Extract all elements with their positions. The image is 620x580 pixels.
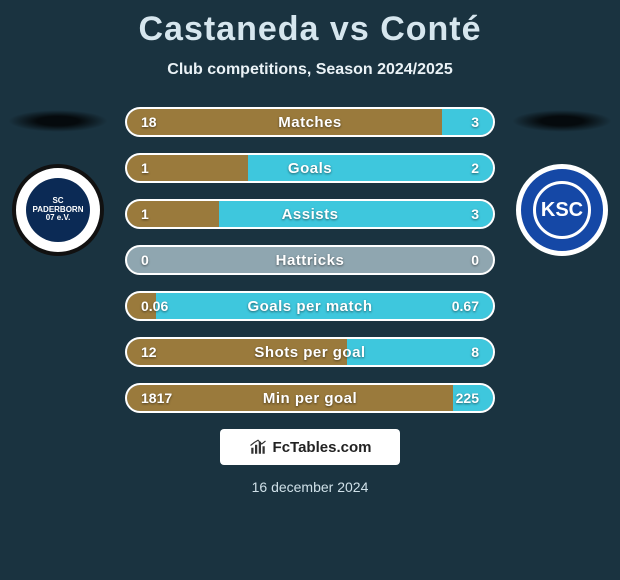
player2-name: Conté [380,10,481,48]
stat-value-right: 0.67 [452,293,479,319]
player1-name: Castaneda [138,10,319,48]
stat-row: Goals per match0.06 0.67 [125,291,495,321]
chart-icon [249,438,267,456]
page-title: Castaneda vs Conté [0,0,620,49]
stat-row: Assists1 3 [125,199,495,229]
subtitle: Club competitions, Season 2024/2025 [0,61,620,79]
stat-label: Goals [127,155,493,181]
stat-value-left: 0.06 [141,293,168,319]
stats-bars: Matches183Goals12Assists13Hattricks00Goa… [125,107,495,413]
stat-value-left: 12 [141,339,157,365]
stat-value-left: 0 [141,247,149,273]
stat-label: Matches [127,109,493,135]
club-left-sub: 07 e.V. [46,214,71,223]
stat-value-right: 3 [471,201,479,227]
club-left-wrap: SC PADERBORN 07 e.V. [8,110,108,256]
stat-value-left: 1817 [141,385,172,411]
vs-separator: vs [330,10,370,48]
stat-value-right: 2 [471,155,479,181]
stat-value-right: 3 [471,109,479,135]
footer-brand-badge[interactable]: FcTables.com [220,429,400,465]
stat-row: Shots per goal12 8 [125,337,495,367]
stat-label: Assists [127,201,493,227]
stat-value-left: 1 [141,201,149,227]
club-logo-left-inner: SC PADERBORN 07 e.V. [26,178,90,242]
footer-date: 16 december 2024 [0,479,620,495]
stat-value-right: 225 [456,385,479,411]
shadow-ellipse-left [8,110,108,132]
club-logo-left: SC PADERBORN 07 e.V. [12,164,104,256]
footer-brand-text: FcTables.com [273,439,372,456]
stat-label: Min per goal [127,385,493,411]
stat-label: Hattricks [127,247,493,273]
stat-label: Shots per goal [127,339,493,365]
stat-value-left: 1 [141,155,149,181]
stat-row: Matches18 3 [125,107,495,137]
stat-row: Hattricks0 0 [125,245,495,275]
stat-value-right: 8 [471,339,479,365]
club-logo-right-inner: KSC [533,181,591,239]
stat-value-right: 0 [471,247,479,273]
club-logo-right: KSC [516,164,608,256]
stat-value-left: 18 [141,109,157,135]
stat-label: Goals per match [127,293,493,319]
stat-row: Min per goal1817 225 [125,383,495,413]
club-right-abbr: KSC [541,199,583,222]
shadow-ellipse-right [512,110,612,132]
stat-row: Goals1 2 [125,153,495,183]
club-right-wrap: KSC [512,110,612,256]
